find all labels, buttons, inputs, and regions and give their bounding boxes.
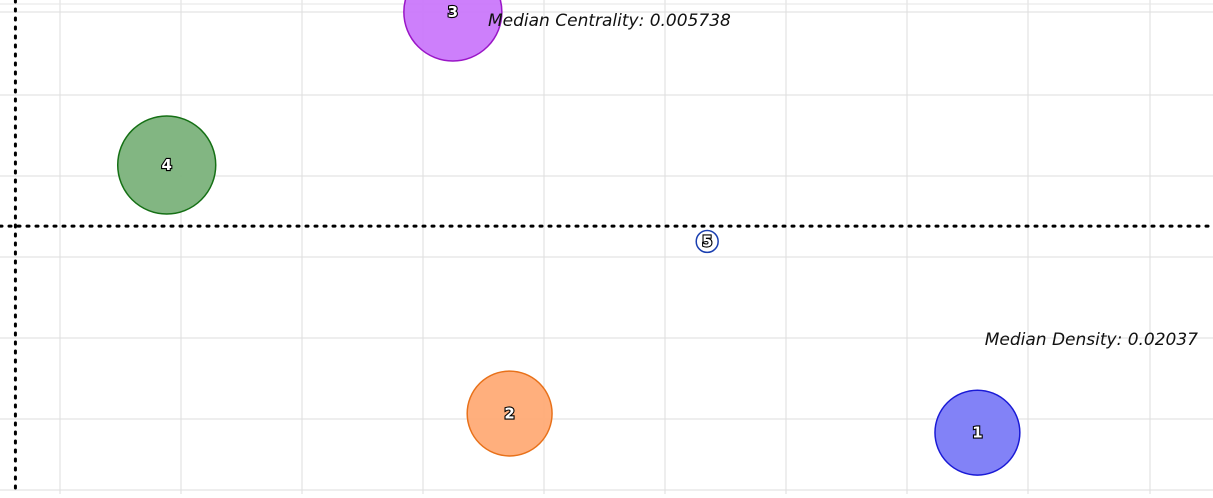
bubble-label: 4	[162, 156, 172, 174]
median-centrality-label: Median Centrality: 0.005738	[488, 11, 731, 31]
bubble-5: 5	[695, 229, 719, 254]
bubble-4: 4	[116, 115, 217, 215]
bubble-label: 1	[972, 424, 982, 442]
bubble-point	[695, 229, 719, 254]
bubble-2: 2	[466, 370, 553, 457]
bubble-label: 2	[504, 405, 514, 423]
bubbles: 1 2 3 4 5	[116, 0, 1021, 476]
bubble-point	[403, 0, 503, 62]
bubble-point	[466, 370, 553, 457]
bubble-3: 3	[403, 0, 503, 62]
bubble-label: 5	[702, 232, 712, 250]
bubble-1: 1	[934, 389, 1021, 476]
median-density-label: Median Density: 0.02037	[985, 330, 1198, 350]
bubble-point	[116, 115, 217, 215]
bubble-point	[934, 389, 1021, 476]
bubble-label: 3	[448, 3, 458, 21]
